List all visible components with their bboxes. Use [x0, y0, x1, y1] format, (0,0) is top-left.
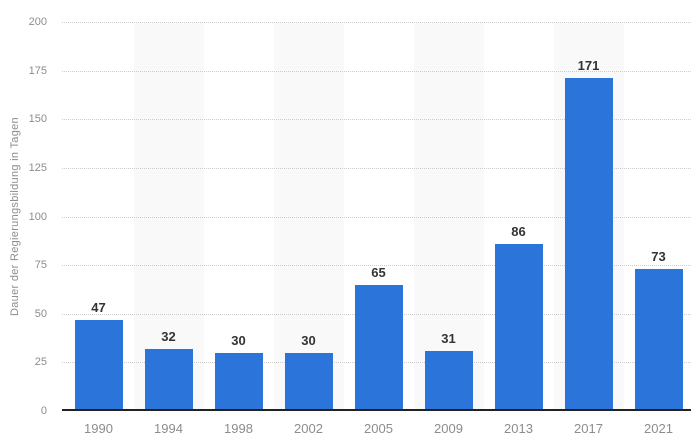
x-tick-label: 1998: [224, 421, 253, 436]
bar: [144, 348, 193, 411]
x-axis-line: [62, 409, 691, 411]
y-tick-label: 75: [34, 259, 47, 272]
bar-value-label: 47: [91, 299, 106, 315]
bar: [564, 78, 613, 411]
gridline: [62, 265, 691, 267]
bar-value-label: 171: [577, 58, 600, 74]
bar-value-label: 31: [441, 330, 456, 346]
gridline: [62, 22, 691, 23]
y-tick-label: 50: [34, 307, 47, 320]
bar: [424, 350, 473, 411]
bar: [354, 284, 403, 411]
x-tick-label: 2013: [504, 421, 533, 436]
x-tick-label: 2009: [434, 421, 463, 436]
y-tick-label: 175: [28, 64, 47, 77]
y-tick-label: 125: [28, 161, 47, 174]
x-tick-label: 1994: [154, 421, 183, 436]
x-tick-label: 2017: [574, 421, 603, 436]
bar: [494, 243, 543, 411]
x-tick-label: 2005: [364, 421, 393, 436]
bar: [214, 352, 263, 411]
bar-value-label: 32: [161, 328, 176, 344]
y-tick-label: 100: [28, 210, 47, 223]
bar-value-label: 30: [231, 332, 246, 348]
y-tick-label: 0: [40, 405, 47, 417]
x-tick-label: 2002: [294, 421, 323, 436]
gridline: [62, 119, 691, 121]
x-tick-label: 1990: [84, 421, 113, 436]
bar-value-label: 86: [511, 223, 526, 239]
bar-value-label: 30: [301, 332, 316, 348]
gridline: [62, 167, 691, 169]
gridline: [62, 70, 691, 72]
y-tick-label: 200: [28, 16, 47, 28]
gridline: [62, 216, 691, 218]
bar: [74, 319, 123, 411]
bar-value-label: 73: [651, 249, 666, 264]
x-tick-label: 2021: [644, 421, 673, 436]
bar: [634, 269, 683, 411]
y-tick-label: 25: [34, 356, 47, 369]
bar-value-label: 65: [371, 264, 386, 280]
y-tick-label: 150: [28, 113, 47, 126]
bar: [284, 352, 333, 411]
